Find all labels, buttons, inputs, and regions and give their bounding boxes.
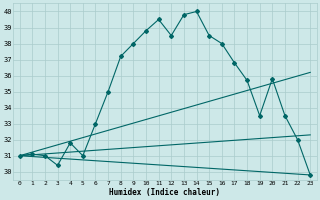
X-axis label: Humidex (Indice chaleur): Humidex (Indice chaleur) <box>109 188 220 197</box>
